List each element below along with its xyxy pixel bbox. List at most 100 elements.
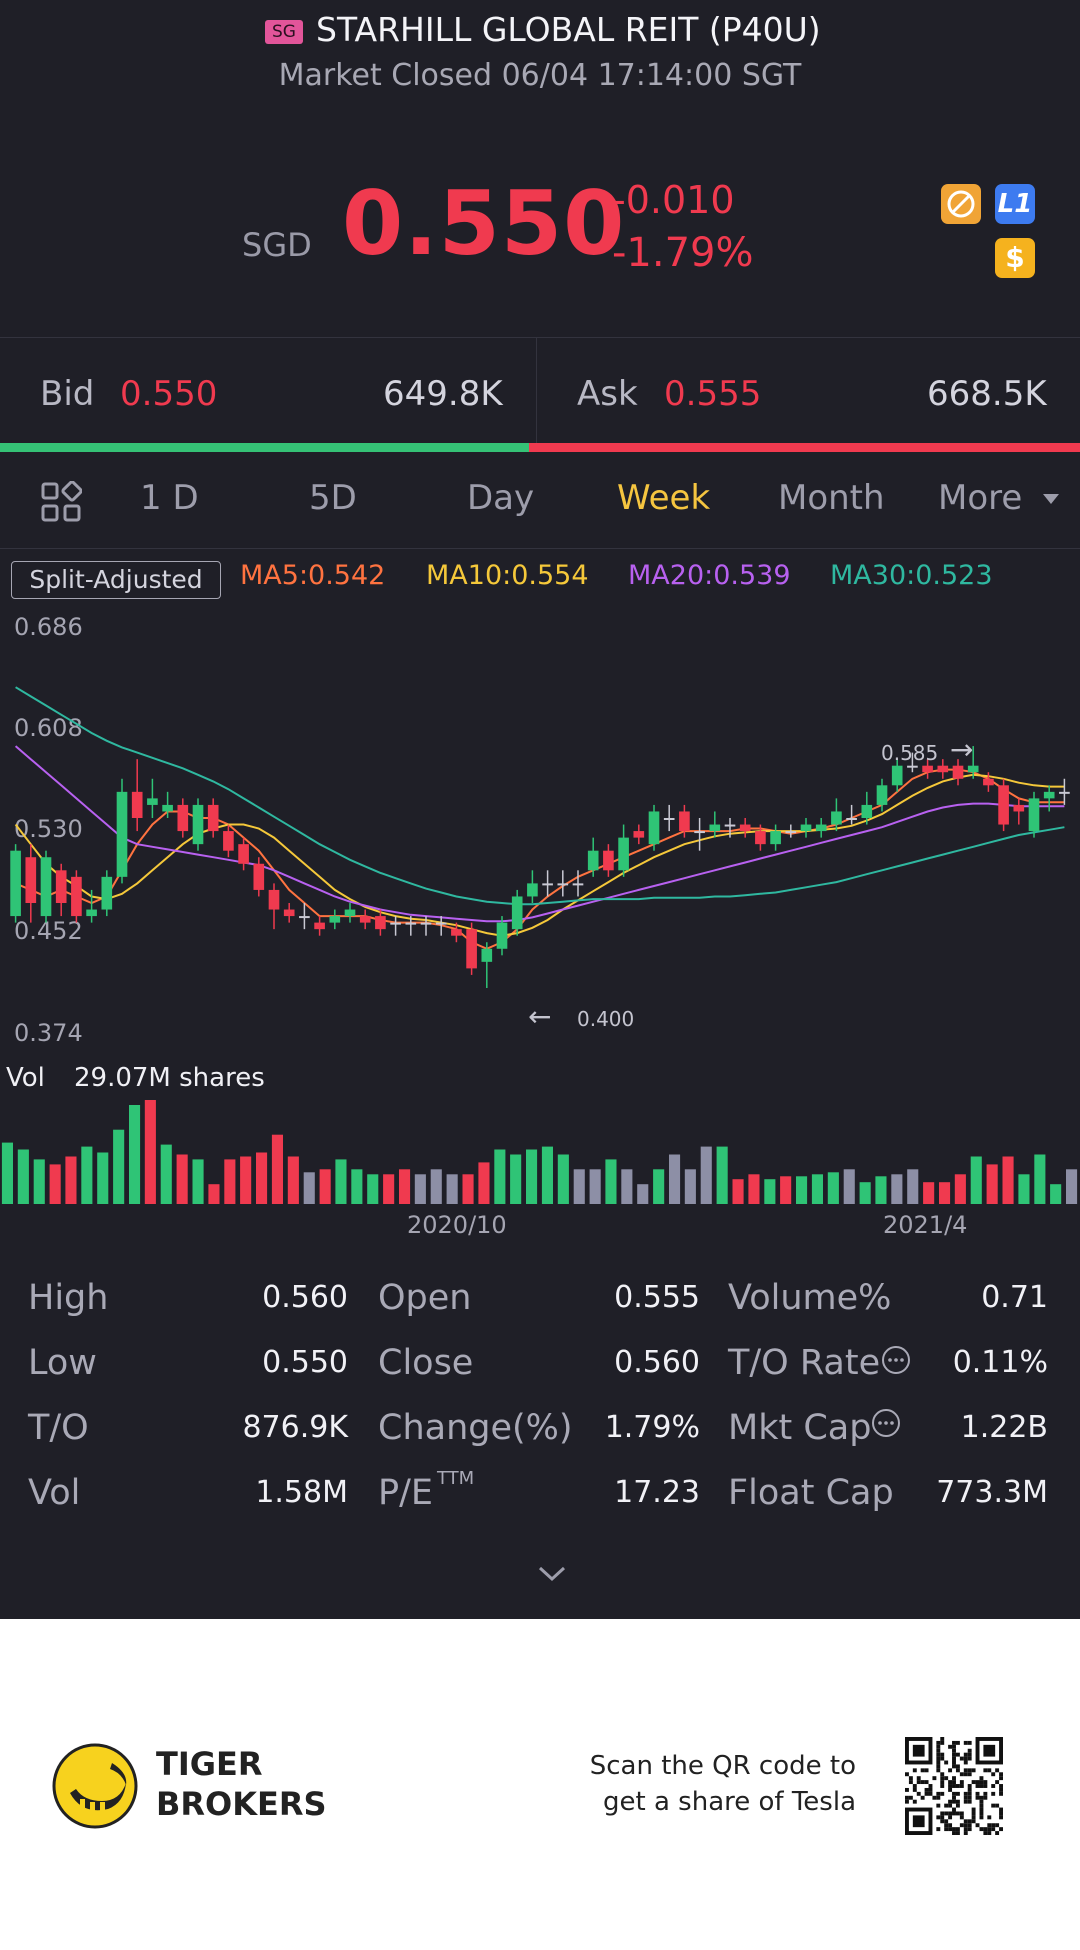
qr-module	[952, 1795, 956, 1800]
info-icon[interactable]	[870, 1407, 902, 1443]
volume-bar	[891, 1174, 903, 1204]
candle-body	[831, 811, 842, 825]
qr-module	[987, 1827, 992, 1832]
candle-body	[147, 798, 158, 805]
qr-module	[983, 1791, 988, 1796]
qr-module	[952, 1776, 956, 1781]
qr-module	[936, 1791, 941, 1796]
stat-value: 1.22B	[960, 1410, 1048, 1445]
qr-module	[959, 1823, 964, 1828]
qr-module	[999, 1807, 1003, 1812]
chevron-down-icon[interactable]	[1043, 494, 1059, 504]
stat-label: Open	[378, 1278, 472, 1318]
level1-icon[interactable]: L1	[995, 184, 1035, 224]
candle-body	[359, 916, 371, 923]
brand-line: BROKERS	[156, 1785, 327, 1823]
qr-finder	[983, 1744, 996, 1757]
qr-module	[963, 1760, 968, 1765]
qr-module	[936, 1768, 941, 1773]
candle-body	[618, 837, 629, 871]
candle-body	[937, 765, 949, 773]
tab-week[interactable]: Week	[617, 478, 711, 518]
qr-module	[955, 1811, 960, 1816]
qr-module	[963, 1799, 968, 1804]
layout-grid-icon[interactable]	[40, 480, 83, 527]
volume-bar	[81, 1146, 93, 1204]
qr-module	[928, 1784, 933, 1788]
candle-body	[25, 857, 37, 903]
brand-line: TIGER	[156, 1745, 263, 1783]
qr-module	[952, 1760, 956, 1765]
candle-body	[603, 850, 614, 871]
volume-bar	[1034, 1154, 1046, 1204]
stat-value: 0.11%	[952, 1345, 1048, 1380]
qr-module	[991, 1823, 996, 1828]
volume-bar	[399, 1169, 411, 1204]
y-tick-label: 0.374	[14, 1019, 83, 1047]
volume-bar	[1002, 1156, 1014, 1204]
volume-bar	[446, 1174, 458, 1204]
volume-bar	[796, 1176, 808, 1204]
qr-module	[955, 1803, 960, 1808]
qr-module	[967, 1795, 972, 1800]
candle-body	[466, 929, 477, 969]
qr-module	[983, 1768, 988, 1773]
margin-icon[interactable]	[941, 184, 981, 224]
ma10-line	[14, 773, 1065, 937]
qr-module	[940, 1737, 945, 1741]
volume-bar	[287, 1156, 299, 1204]
candle-body	[40, 857, 52, 917]
candle-body	[633, 831, 645, 838]
qr-module	[936, 1803, 941, 1808]
candle-body	[283, 909, 295, 917]
candle-body	[587, 850, 599, 871]
volume-bar	[208, 1184, 220, 1204]
volume-bar	[33, 1159, 45, 1204]
qr-module	[912, 1787, 917, 1792]
info-icon[interactable]	[880, 1344, 912, 1380]
volume-bar	[176, 1154, 188, 1204]
qr-module	[975, 1780, 980, 1785]
tab-more[interactable]: More	[938, 478, 1023, 518]
tab-1d[interactable]: 1 D	[140, 478, 199, 518]
tab-month[interactable]: Month	[778, 478, 885, 518]
stat-value: 773.3M	[936, 1475, 1048, 1510]
candlestick-chart[interactable]	[0, 610, 1080, 1030]
expand-chevron-icon[interactable]	[536, 1564, 568, 1588]
qr-module	[940, 1752, 945, 1757]
qr-module	[963, 1772, 968, 1777]
qr-module	[944, 1827, 949, 1832]
volume-chart[interactable]	[0, 1100, 1080, 1205]
qr-code[interactable]	[905, 1737, 1003, 1835]
tab-day[interactable]: Day	[467, 478, 535, 518]
volume-bar	[383, 1174, 395, 1204]
qr-module	[963, 1756, 968, 1761]
dividend-icon[interactable]: $	[995, 238, 1035, 278]
candle-body	[253, 863, 265, 890]
qr-module	[987, 1815, 992, 1820]
qr-module	[999, 1776, 1003, 1781]
qr-module	[936, 1748, 941, 1753]
qr-module	[940, 1756, 945, 1761]
qr-module	[948, 1784, 953, 1788]
tab-5d[interactable]: 5D	[309, 478, 357, 518]
qr-module	[924, 1787, 929, 1792]
stat-value: 0.560	[262, 1280, 348, 1315]
qr-module	[975, 1784, 980, 1788]
qr-module	[948, 1811, 953, 1816]
qr-module	[967, 1819, 972, 1824]
split-adjusted-button[interactable]: Split-Adjusted	[11, 561, 221, 599]
qr-module	[952, 1807, 956, 1812]
qr-module	[967, 1784, 972, 1788]
stat-label: Float Cap	[728, 1473, 894, 1513]
volume-bar	[684, 1169, 696, 1204]
qr-module	[967, 1772, 972, 1777]
candle-body	[739, 824, 751, 832]
price-change: -0.010	[612, 178, 735, 222]
qr-module	[936, 1795, 941, 1800]
volume-bar	[510, 1154, 522, 1204]
qr-module	[979, 1795, 984, 1800]
qr-module	[924, 1768, 929, 1773]
candle-body	[709, 824, 721, 832]
volume-bar	[954, 1174, 966, 1204]
